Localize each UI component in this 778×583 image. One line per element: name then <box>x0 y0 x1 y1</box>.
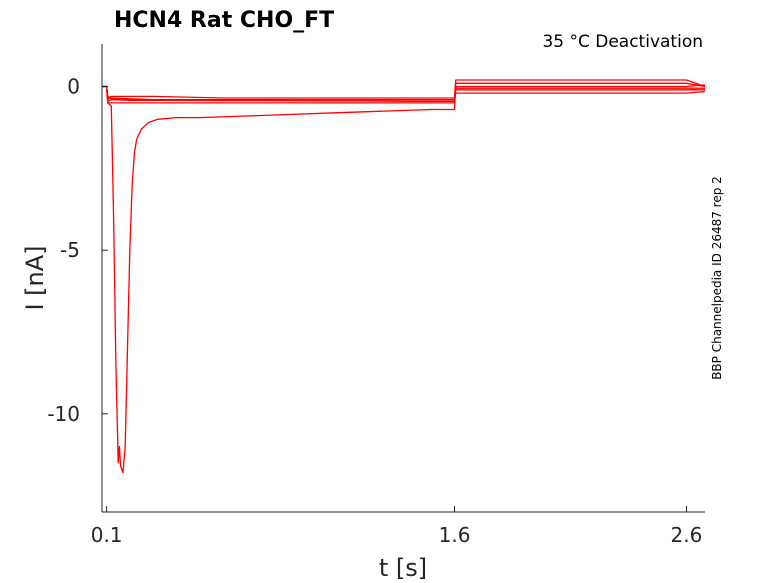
y-ticks: 0 -5 -10 <box>47 75 108 426</box>
condition-label: 35 °C Deactivation <box>542 32 703 52</box>
y-tick-label: -5 <box>60 238 80 262</box>
y-tick-label: -10 <box>47 402 80 426</box>
y-tick-label: 0 <box>67 75 80 99</box>
x-tick-label: 0.1 <box>91 523 123 547</box>
x-tick-label: 2.6 <box>671 523 703 547</box>
y-axis-label: I [nA] <box>21 245 49 310</box>
trace-line-6 <box>102 84 705 474</box>
x-axis-label: t [s] <box>379 554 427 582</box>
trace-group <box>102 79 705 474</box>
x-ticks: 0.1 1.6 2.6 <box>91 506 703 547</box>
x-tick-label: 1.6 <box>439 523 471 547</box>
chart-title: HCN4 Rat CHO_FT <box>114 8 334 33</box>
trace-line-1 <box>102 85 705 102</box>
side-label: BBP Channelpedia ID 26487 rep 2 <box>710 176 724 380</box>
